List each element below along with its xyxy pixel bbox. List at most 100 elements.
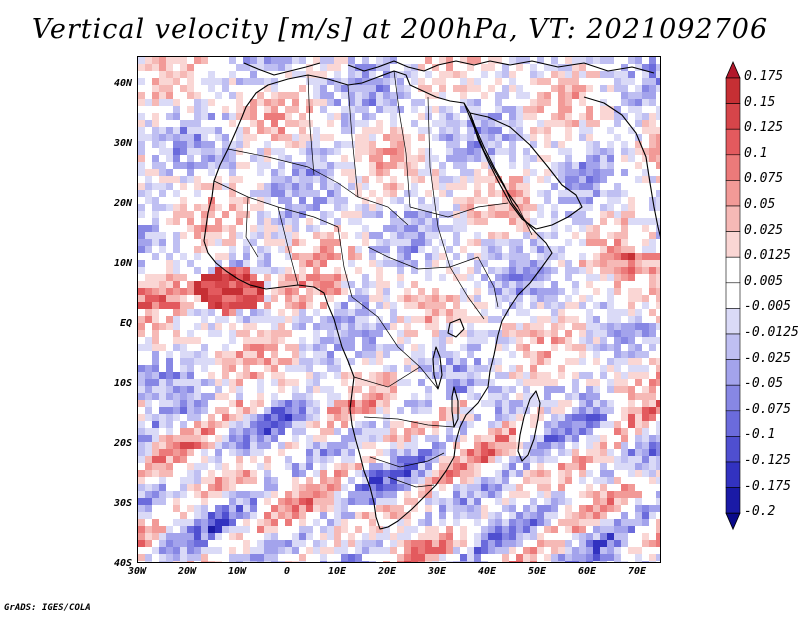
field-cell xyxy=(523,386,531,394)
field-cell xyxy=(348,162,356,170)
field-cell xyxy=(460,176,468,184)
field-cell xyxy=(488,64,496,72)
field-cell xyxy=(180,358,188,366)
field-cell xyxy=(614,316,622,324)
field-cell xyxy=(264,477,272,485)
field-cell xyxy=(243,134,251,142)
field-cell xyxy=(649,204,657,212)
field-cell xyxy=(355,274,363,282)
field-cell xyxy=(516,141,524,149)
field-cell xyxy=(418,351,426,359)
field-cell xyxy=(502,232,510,240)
field-cell xyxy=(334,435,342,443)
field-cell xyxy=(222,225,230,233)
field-cell xyxy=(285,358,293,366)
field-cell xyxy=(481,281,489,289)
field-cell xyxy=(607,337,615,345)
field-cell xyxy=(642,351,650,359)
field-cell xyxy=(558,99,566,107)
field-cell xyxy=(173,337,181,345)
field-cell xyxy=(166,463,174,471)
field-cell xyxy=(278,477,286,485)
field-cell xyxy=(390,260,398,268)
field-cell xyxy=(432,330,440,338)
field-cell xyxy=(292,428,300,436)
field-cell xyxy=(446,337,454,345)
field-cell xyxy=(537,274,545,282)
field-cell xyxy=(600,344,608,352)
field-cell xyxy=(348,260,356,268)
field-cell xyxy=(418,421,426,429)
field-cell xyxy=(201,470,209,478)
field-cell xyxy=(327,407,335,415)
field-cell xyxy=(208,372,216,380)
field-cell xyxy=(649,274,657,282)
field-cell xyxy=(607,120,615,128)
field-cell xyxy=(404,449,412,457)
field-cell xyxy=(264,491,272,499)
field-cell xyxy=(313,358,321,366)
field-cell xyxy=(530,463,538,471)
field-cell xyxy=(194,162,202,170)
field-cell xyxy=(369,400,377,408)
field-cell xyxy=(418,141,426,149)
field-cell xyxy=(348,512,356,520)
field-cell xyxy=(621,78,629,86)
field-cell xyxy=(250,78,258,86)
field-cell xyxy=(180,428,188,436)
field-cell xyxy=(138,484,146,492)
field-cell xyxy=(558,106,566,114)
field-cell xyxy=(516,407,524,415)
field-cell xyxy=(369,365,377,373)
field-cell xyxy=(649,386,657,394)
field-cell xyxy=(187,176,195,184)
field-cell xyxy=(320,344,328,352)
field-cell xyxy=(341,316,349,324)
field-cell xyxy=(201,337,209,345)
field-cell xyxy=(600,155,608,163)
field-cell xyxy=(285,491,293,499)
field-cell xyxy=(341,407,349,415)
field-cell xyxy=(425,148,433,156)
field-cell xyxy=(537,281,545,289)
field-cell xyxy=(432,106,440,114)
field-cell xyxy=(369,358,377,366)
field-cell xyxy=(187,477,195,485)
field-cell xyxy=(628,155,636,163)
field-cell xyxy=(502,218,510,226)
field-cell xyxy=(579,463,587,471)
field-cell xyxy=(439,449,447,457)
field-cell xyxy=(313,435,321,443)
field-cell xyxy=(341,386,349,394)
field-cell xyxy=(649,379,657,387)
field-cell xyxy=(586,491,594,499)
field-cell xyxy=(593,407,601,415)
field-cell xyxy=(411,372,419,380)
field-cell xyxy=(341,190,349,198)
field-cell xyxy=(306,197,314,205)
field-cell xyxy=(243,239,251,247)
field-cell xyxy=(292,239,300,247)
field-cell xyxy=(565,435,573,443)
field-cell xyxy=(418,155,426,163)
field-cell xyxy=(222,197,230,205)
field-cell xyxy=(250,71,258,79)
field-cell xyxy=(285,85,293,93)
field-cell xyxy=(488,274,496,282)
field-cell xyxy=(614,414,622,422)
field-cell xyxy=(145,365,153,373)
field-cell xyxy=(264,463,272,471)
field-cell xyxy=(425,85,433,93)
field-cell xyxy=(383,421,391,429)
field-cell xyxy=(299,246,307,254)
field-cell xyxy=(411,92,419,100)
field-cell xyxy=(334,372,342,380)
field-cell xyxy=(236,190,244,198)
field-cell xyxy=(250,512,258,520)
field-cell xyxy=(614,498,622,506)
field-cell xyxy=(271,449,279,457)
field-cell xyxy=(299,484,307,492)
field-cell xyxy=(390,421,398,429)
field-cell xyxy=(509,246,517,254)
field-cell xyxy=(376,463,384,471)
